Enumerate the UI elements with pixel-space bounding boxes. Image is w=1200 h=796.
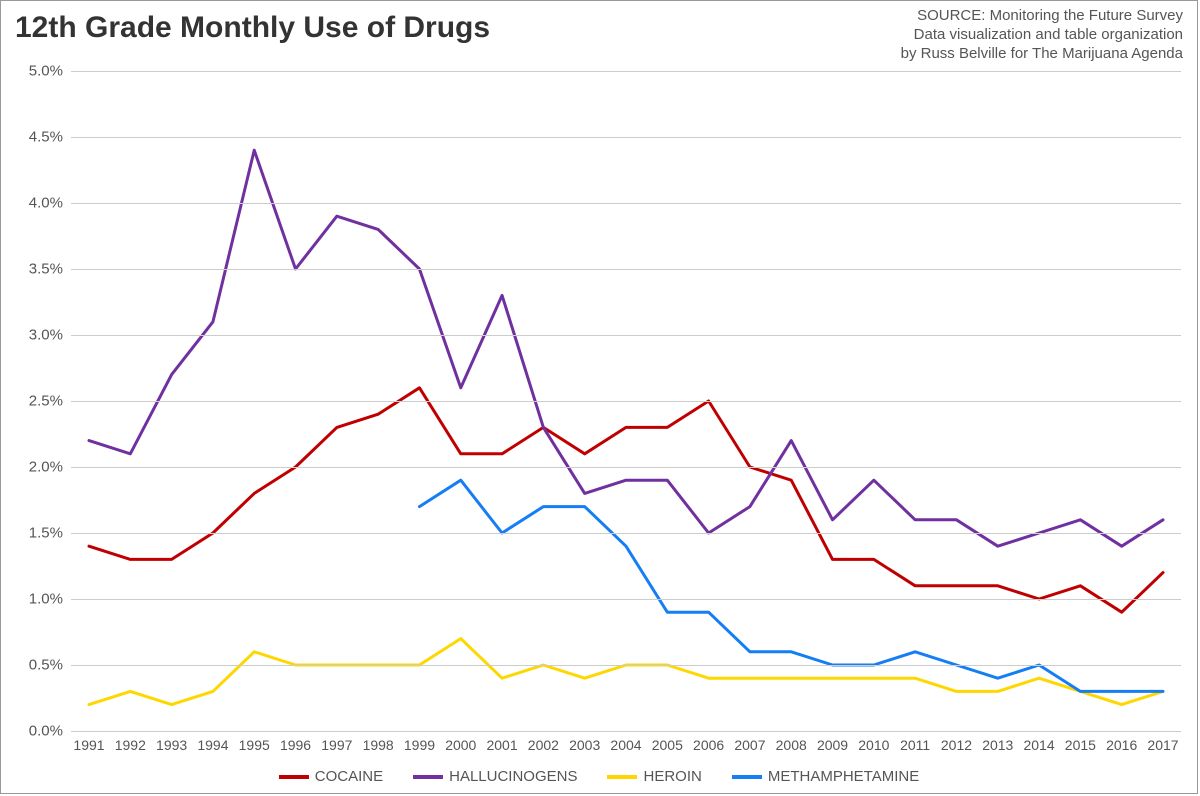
x-axis-tick: 2008 [776, 737, 807, 753]
chart-title: 12th Grade Monthly Use of Drugs [15, 11, 490, 45]
x-axis-tick: 2011 [900, 737, 930, 753]
legend-item-hallucinogens: HALLUCINOGENS [413, 768, 577, 785]
source-line: Data visualization and table organizatio… [901, 26, 1183, 45]
source-line: by Russ Belville for The Marijuana Agend… [901, 45, 1183, 64]
x-axis-tick: 2001 [486, 737, 517, 753]
y-gridline [71, 599, 1181, 600]
y-gridline [71, 533, 1181, 534]
y-gridline [71, 269, 1181, 270]
legend-label: METHAMPHETAMINE [768, 768, 919, 785]
y-axis-tick: 4.0% [13, 195, 63, 212]
y-gridline [71, 71, 1181, 72]
legend-item-cocaine: COCAINE [279, 768, 383, 785]
x-axis-tick: 1997 [321, 737, 352, 753]
series-line-heroin [89, 639, 1163, 705]
legend-swatch [732, 775, 762, 779]
x-axis-tick: 2014 [1023, 737, 1054, 753]
x-axis-tick: 1992 [115, 737, 146, 753]
y-gridline [71, 665, 1181, 666]
y-gridline [71, 467, 1181, 468]
x-axis-tick: 1993 [156, 737, 187, 753]
legend-swatch [413, 775, 443, 779]
y-axis-tick: 3.5% [13, 261, 63, 278]
chart-source: SOURCE: Monitoring the Future Survey Dat… [901, 7, 1183, 63]
x-axis-tick: 2013 [982, 737, 1013, 753]
x-axis-tick: 2012 [941, 737, 972, 753]
legend-item-heroin: HEROIN [607, 768, 701, 785]
series-line-hallucinogens [89, 150, 1163, 546]
legend: COCAINE HALLUCINOGENS HEROIN METHAMPHETAMIN… [1, 768, 1197, 785]
y-axis-tick: 0.0% [13, 723, 63, 740]
y-gridline [71, 203, 1181, 204]
x-axis-tick: 2016 [1106, 737, 1137, 753]
x-axis-tick: 1994 [197, 737, 228, 753]
legend-label: HEROIN [643, 768, 701, 785]
x-axis-tick: 2007 [734, 737, 765, 753]
y-gridline [71, 731, 1181, 732]
x-axis-tick: 1998 [363, 737, 394, 753]
x-axis-tick: 1995 [239, 737, 270, 753]
series-line-methamphetamine [419, 480, 1163, 691]
plot-area [71, 71, 1181, 731]
chart-frame: 12th Grade Monthly Use of Drugs SOURCE: … [0, 0, 1198, 794]
x-axis-tick: 2004 [610, 737, 641, 753]
legend-item-methamphetamine: METHAMPHETAMINE [732, 768, 919, 785]
y-axis-tick: 1.5% [13, 525, 63, 542]
source-line: SOURCE: Monitoring the Future Survey [901, 7, 1183, 26]
x-axis-tick: 2006 [693, 737, 724, 753]
x-axis-tick: 2009 [817, 737, 848, 753]
x-axis-tick: 1991 [73, 737, 104, 753]
legend-label: COCAINE [315, 768, 383, 785]
x-axis-tick: 2002 [528, 737, 559, 753]
x-axis-tick: 2017 [1147, 737, 1178, 753]
y-gridline [71, 335, 1181, 336]
legend-swatch [279, 775, 309, 779]
x-axis-tick: 1999 [404, 737, 435, 753]
x-axis-tick: 2015 [1065, 737, 1096, 753]
y-axis-tick: 2.5% [13, 393, 63, 410]
y-gridline [71, 137, 1181, 138]
y-gridline [71, 401, 1181, 402]
x-axis-tick: 2000 [445, 737, 476, 753]
legend-swatch [607, 775, 637, 779]
legend-label: HALLUCINOGENS [449, 768, 577, 785]
x-axis-tick: 1996 [280, 737, 311, 753]
y-axis-tick: 4.5% [13, 129, 63, 146]
y-axis-tick: 2.0% [13, 459, 63, 476]
y-axis-tick: 0.5% [13, 657, 63, 674]
x-axis-tick: 2010 [858, 737, 889, 753]
x-axis-tick: 2003 [569, 737, 600, 753]
x-axis-tick: 2005 [652, 737, 683, 753]
y-axis-tick: 3.0% [13, 327, 63, 344]
series-line-cocaine [89, 388, 1163, 612]
y-axis-tick: 5.0% [13, 63, 63, 80]
y-axis-tick: 1.0% [13, 591, 63, 608]
